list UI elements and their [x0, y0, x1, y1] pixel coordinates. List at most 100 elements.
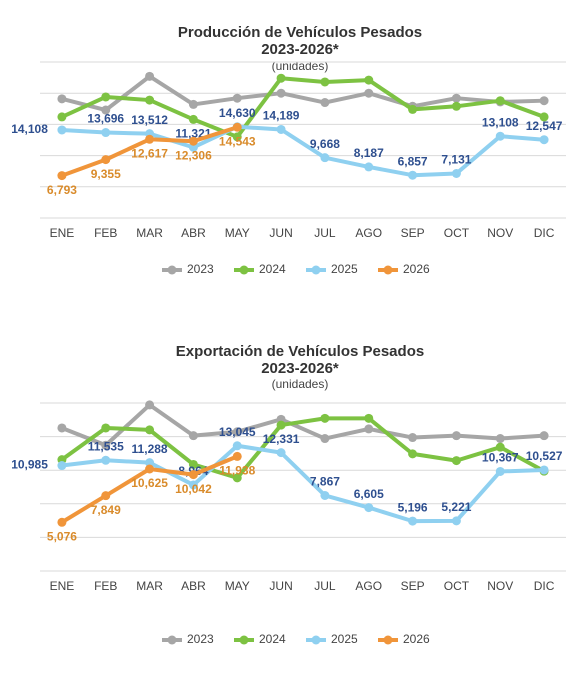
x-tick-label: NOV: [487, 226, 513, 240]
value-label: 13,512: [131, 113, 168, 127]
point: [364, 88, 374, 98]
point: [408, 516, 418, 526]
series-line: [60, 416, 546, 480]
legend-marker: [383, 635, 393, 645]
point: [101, 92, 111, 102]
point: [188, 480, 198, 490]
legend-marker: [167, 635, 177, 645]
x-tick-label: JUL: [314, 226, 336, 240]
x-tick-label: NOV: [487, 579, 513, 593]
value-label: 9,668: [310, 137, 340, 151]
legend-marker: [383, 265, 393, 275]
point: [101, 491, 111, 501]
point: [495, 434, 505, 444]
point: [408, 433, 418, 443]
series-line: [61, 402, 545, 448]
point: [188, 470, 198, 480]
point: [188, 99, 198, 109]
point: [451, 516, 461, 526]
point: [539, 112, 549, 122]
chart-title: Producción de Vehículos Pesados: [178, 24, 422, 41]
point: [101, 455, 111, 465]
value-label: 13,045: [219, 425, 256, 439]
chart: Producción de Vehículos Pesados2023-2026…: [11, 24, 566, 276]
point: [451, 93, 461, 103]
series-line: [61, 124, 545, 178]
point: [364, 413, 374, 423]
point: [364, 503, 374, 513]
point: [188, 114, 198, 124]
point: [57, 112, 67, 122]
x-tick-label: ENE: [50, 579, 75, 593]
point: [232, 451, 242, 461]
x-tick-label: ABR: [181, 226, 206, 240]
value-label: 5,076: [47, 529, 77, 543]
point: [101, 128, 111, 138]
point: [101, 155, 111, 165]
value-label: 6,793: [47, 183, 77, 197]
point: [320, 490, 330, 500]
value-label: 7,867: [310, 475, 340, 489]
point: [232, 427, 242, 437]
value-label: 13,696: [87, 112, 124, 126]
point: [364, 75, 374, 85]
point: [232, 93, 242, 103]
point: [276, 73, 286, 83]
series-line: [61, 74, 545, 113]
point: [320, 98, 330, 108]
value-label: 12,331: [263, 432, 300, 446]
legend-marker: [311, 635, 321, 645]
point: [188, 136, 198, 146]
x-tick-label: SEP: [401, 226, 425, 240]
x-tick-label: OCT: [444, 579, 470, 593]
value-label: 14,189: [263, 109, 300, 123]
value-label: 12,547: [526, 119, 563, 133]
point: [276, 124, 286, 134]
point: [145, 458, 155, 468]
point: [320, 434, 330, 444]
point: [451, 101, 461, 111]
point: [145, 71, 155, 81]
x-tick-label: MAR: [136, 226, 163, 240]
legend-marker: [167, 265, 177, 275]
value-label: 11,938: [219, 464, 255, 478]
legend-label: 2026: [403, 262, 430, 276]
point: [539, 465, 549, 475]
legend-label: 2023: [187, 262, 214, 276]
chart-subtitle: 2023-2026*: [261, 360, 339, 377]
legend-label: 2024: [259, 262, 286, 276]
x-tick-label: SEP: [401, 579, 425, 593]
unit-label: (unidades): [272, 377, 329, 391]
point: [101, 423, 111, 433]
point: [188, 431, 198, 441]
point: [276, 88, 286, 98]
point: [57, 125, 67, 135]
x-tick-label: ENE: [50, 226, 75, 240]
series-line: [61, 76, 545, 139]
value-label: 10,042: [175, 482, 212, 496]
point: [232, 132, 242, 142]
point: [539, 96, 549, 106]
value-label: 14,630: [219, 106, 256, 120]
point: [451, 456, 461, 466]
chart: Exportación de Vehículos Pesados2023-202…: [11, 343, 566, 646]
value-label: 8,187: [354, 146, 384, 160]
point: [232, 122, 242, 132]
value-label: 10,985: [11, 458, 48, 472]
point: [320, 77, 330, 87]
point: [320, 153, 330, 163]
x-tick-label: FEB: [94, 226, 117, 240]
legend-label: 2026: [403, 632, 430, 646]
point: [451, 431, 461, 441]
point: [495, 466, 505, 476]
point: [57, 423, 67, 433]
value-label: 6,605: [354, 487, 384, 501]
value-label: 5,221: [441, 500, 471, 514]
unit-label: (unidades): [272, 59, 329, 73]
legend-marker: [311, 265, 321, 275]
point: [364, 162, 374, 172]
value-label: 11,535: [88, 439, 124, 453]
value-label: 10,625: [131, 476, 168, 490]
value-label: 9,355: [91, 167, 121, 181]
